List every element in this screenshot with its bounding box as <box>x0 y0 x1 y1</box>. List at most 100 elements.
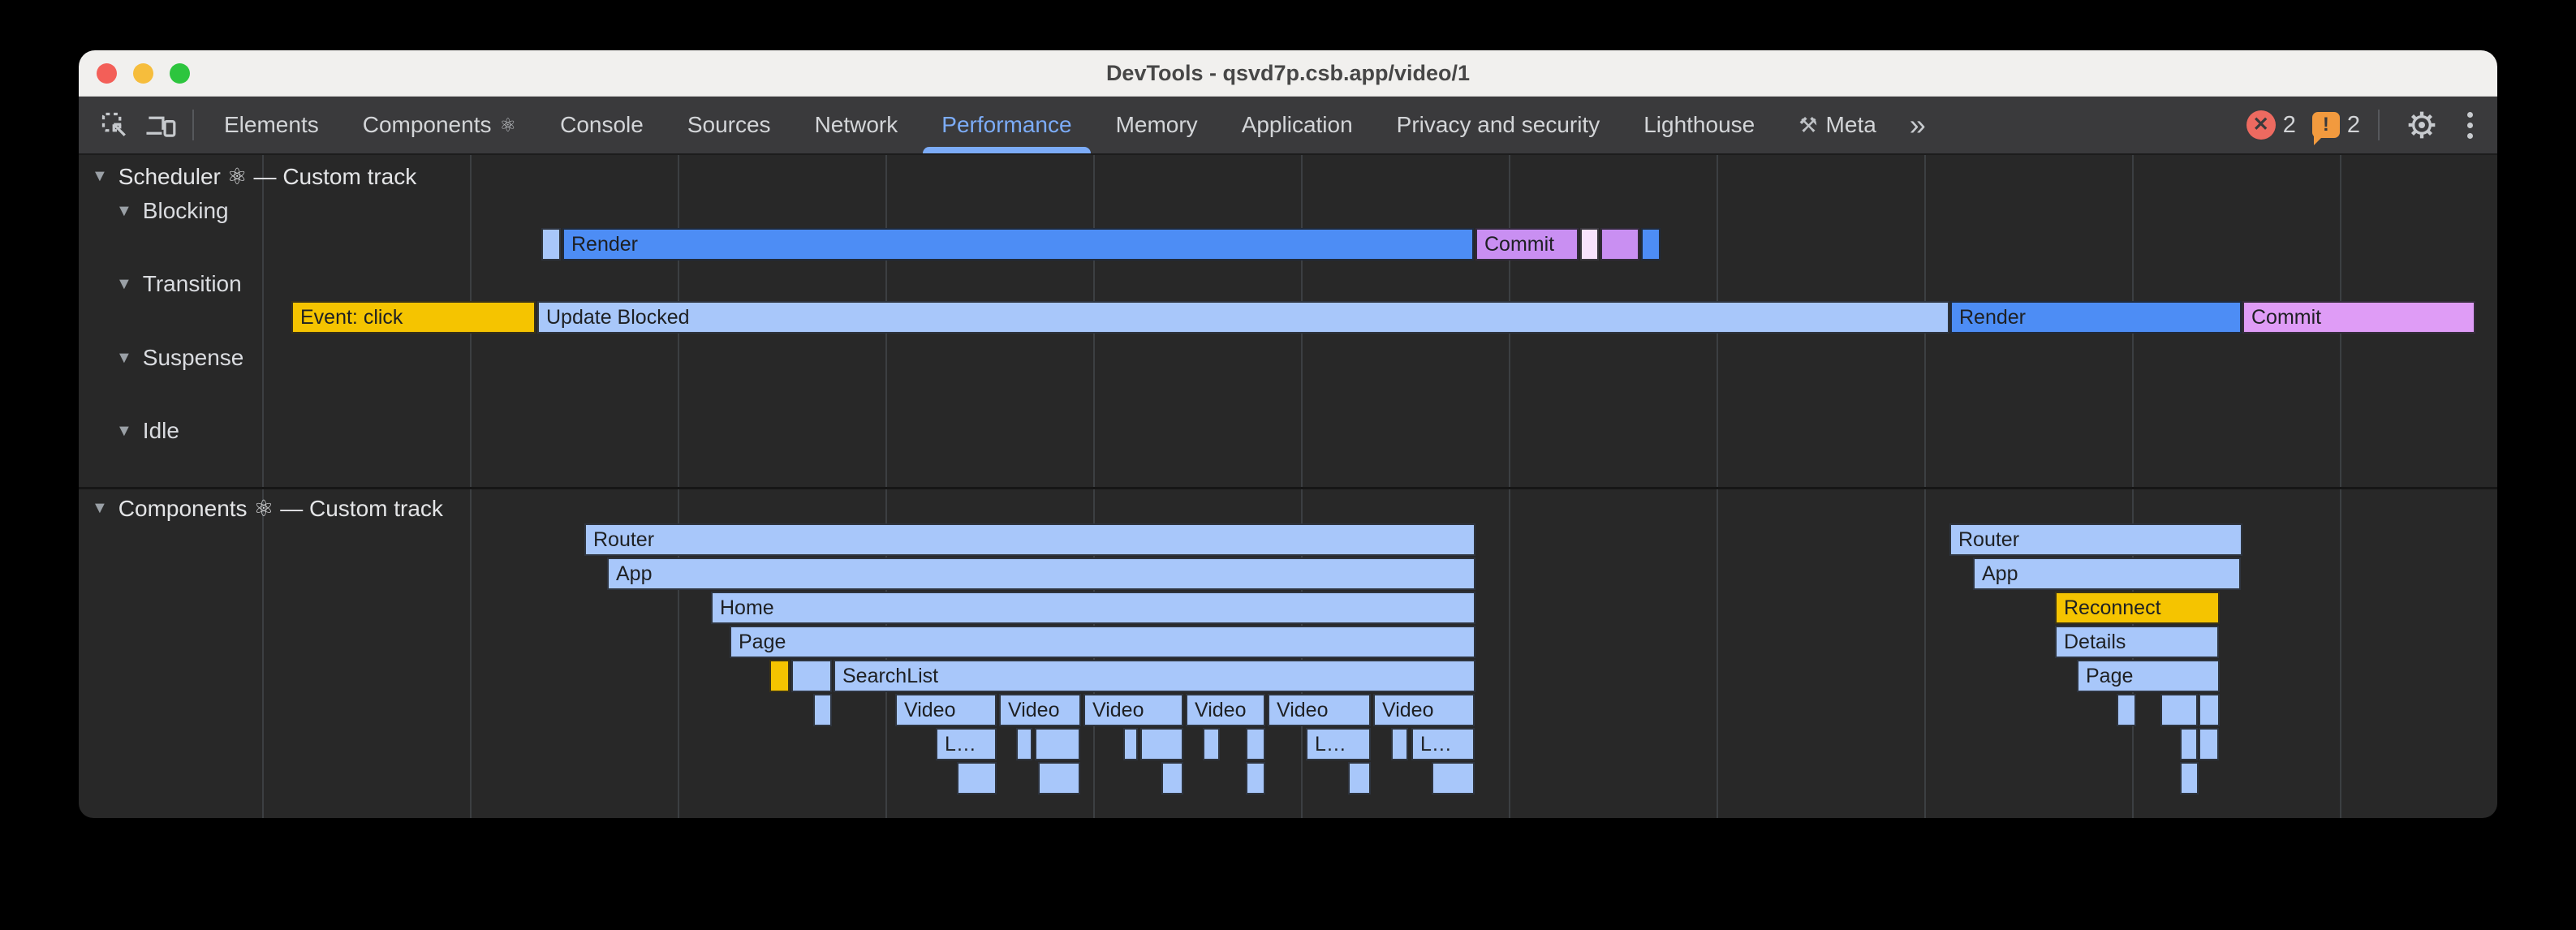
error-badge[interactable]: ✕ 2 <box>2246 110 2296 140</box>
kebab-menu-icon[interactable] <box>2462 107 2478 144</box>
flame-bar[interactable] <box>1035 728 1080 760</box>
tab-sources[interactable]: Sources <box>666 97 793 153</box>
flame-bar[interactable] <box>1391 728 1408 760</box>
flame-bar[interactable] <box>541 228 561 260</box>
tab-meta[interactable]: ⚒ Meta <box>1777 97 1898 153</box>
flame-bar-label: Event: click <box>300 305 403 329</box>
track-header-components[interactable]: ▼ Components ⚛ — Custom track <box>92 495 443 522</box>
flame-bar[interactable] <box>1123 728 1138 760</box>
flame-bar-label: Commit <box>2251 305 2322 329</box>
warning-badge[interactable]: ! 2 <box>2311 112 2360 145</box>
flame-bar-page[interactable]: Page <box>2077 660 2220 692</box>
lane-label-blocking[interactable]: ▼ Blocking <box>116 198 229 224</box>
flame-bar-l-[interactable]: L… <box>1411 728 1475 760</box>
collapse-triangle-icon[interactable]: ▼ <box>116 348 132 367</box>
flame-bar[interactable] <box>1140 728 1183 760</box>
window-title: DevTools - qsvd7p.csb.app/video/1 <box>1105 60 1471 85</box>
tab-privacy-and-security[interactable]: Privacy and security <box>1375 97 1622 153</box>
lane-label-idle[interactable]: ▼ Idle <box>116 418 179 444</box>
flame-bar-router[interactable]: Router <box>1949 523 2242 556</box>
flame-bar-event-click[interactable]: Event: click <box>291 301 536 334</box>
more-tabs-icon[interactable]: » <box>1909 108 1926 141</box>
flame-bar-update-blocked[interactable]: Update Blocked <box>537 301 1949 334</box>
flame-bar[interactable] <box>2160 694 2198 726</box>
flame-bar-video[interactable]: Video <box>999 694 1081 726</box>
flame-bar-reconnect[interactable]: Reconnect <box>2055 592 2220 624</box>
flame-bar-details[interactable]: Details <box>2055 626 2219 658</box>
flame-bar-label: L… <box>945 732 976 756</box>
flame-bar-video[interactable]: Video <box>1373 694 1475 726</box>
flame-bar[interactable] <box>1016 728 1032 760</box>
fullscreen-button[interactable] <box>170 62 190 84</box>
flame-bar[interactable] <box>957 762 997 794</box>
flame-bar[interactable] <box>1246 728 1265 760</box>
flame-bar[interactable] <box>813 694 832 726</box>
flamechart-canvas[interactable]: ▼ Scheduler ⚛ — Custom track ▼ Blocking Rend… <box>79 153 2497 818</box>
close-button[interactable] <box>97 62 117 84</box>
flame-bar[interactable] <box>1246 762 1265 794</box>
flame-bar-label: Details <box>2064 630 2126 653</box>
collapse-triangle-icon[interactable]: ▼ <box>116 201 132 220</box>
collapse-triangle-icon[interactable]: ▼ <box>92 499 108 517</box>
flame-bar[interactable] <box>1641 228 1661 260</box>
collapse-triangle-icon[interactable]: ▼ <box>116 274 132 293</box>
flame-bar[interactable] <box>1038 762 1080 794</box>
tab-strip: Elements Components ⚛ Console Sources Network… <box>202 97 1898 153</box>
flame-bar[interactable] <box>791 660 832 692</box>
settings-gear-icon[interactable] <box>2397 109 2446 141</box>
lane-label-transition[interactable]: ▼ Transition <box>116 271 242 297</box>
flame-bar[interactable] <box>769 660 790 692</box>
flame-bar-home[interactable]: Home <box>711 592 1475 624</box>
minimize-button[interactable] <box>133 62 153 84</box>
flame-bar-app[interactable]: App <box>1973 558 2241 590</box>
flame-bar-commit[interactable]: Commit <box>1475 228 1579 260</box>
flame-bar-label: Router <box>593 527 655 551</box>
tab-performance[interactable]: Performance <box>920 97 1093 153</box>
tab-application[interactable]: Application <box>1220 97 1375 153</box>
tab-elements[interactable]: Elements <box>202 97 341 153</box>
flame-bar-video[interactable]: Video <box>1186 694 1265 726</box>
flame-bar[interactable] <box>1161 762 1183 794</box>
flame-bar-label: Page <box>739 630 786 653</box>
flame-bar-video[interactable]: Video <box>895 694 997 726</box>
flame-bar-commit[interactable]: Commit <box>2242 301 2475 334</box>
tab-memory[interactable]: Memory <box>1094 97 1220 153</box>
flame-bar-page[interactable]: Page <box>730 626 1475 658</box>
flame-bar-router[interactable]: Router <box>584 523 1475 556</box>
flame-bar[interactable] <box>1600 228 1639 260</box>
flame-bar[interactable] <box>1348 762 1371 794</box>
flame-bar[interactable] <box>2199 694 2220 726</box>
flame-bar-l-[interactable]: L… <box>1306 728 1371 760</box>
tab-label: Elements <box>224 112 319 137</box>
flame-bar[interactable] <box>2180 762 2199 794</box>
flame-bar-label: Video <box>1195 698 1247 721</box>
flame-bar-label: Video <box>904 698 956 721</box>
flame-bar[interactable] <box>1580 228 1599 260</box>
tab-lighthouse[interactable]: Lighthouse <box>1622 97 1777 153</box>
flame-bar[interactable] <box>1432 762 1475 794</box>
tab-console[interactable]: Console <box>538 97 666 153</box>
flame-bar[interactable] <box>2117 694 2136 726</box>
flame-bar-render[interactable]: Render <box>1950 301 2242 334</box>
label-text: Scheduler ⚛ — Custom track <box>118 164 417 189</box>
flame-bar[interactable] <box>2180 728 2198 760</box>
collapse-triangle-icon[interactable]: ▼ <box>92 167 108 185</box>
track-header-scheduler[interactable]: ▼ Scheduler ⚛ — Custom track <box>92 163 416 190</box>
flame-bar-video[interactable]: Video <box>1268 694 1371 726</box>
lane-label-suspense[interactable]: ▼ Suspense <box>116 345 243 371</box>
flame-bar-searchlist[interactable]: SearchList <box>834 660 1475 692</box>
flame-bar[interactable] <box>1203 728 1220 760</box>
inspect-element-icon[interactable] <box>92 97 137 153</box>
flame-bar-label: Home <box>720 596 774 619</box>
tab-components[interactable]: Components ⚛ <box>341 97 538 153</box>
flame-bar-video[interactable]: Video <box>1083 694 1183 726</box>
flame-bar[interactable] <box>2199 728 2219 760</box>
gridline <box>1509 155 1510 818</box>
collapse-triangle-icon[interactable]: ▼ <box>116 421 132 440</box>
tab-network[interactable]: Network <box>793 97 920 153</box>
flame-bar-render[interactable]: Render <box>562 228 1474 260</box>
flame-bar-app[interactable]: App <box>607 558 1475 590</box>
flame-bar-l-[interactable]: L… <box>936 728 997 760</box>
flame-bar-label: Video <box>1008 698 1060 721</box>
device-toolbar-icon[interactable] <box>137 97 184 153</box>
